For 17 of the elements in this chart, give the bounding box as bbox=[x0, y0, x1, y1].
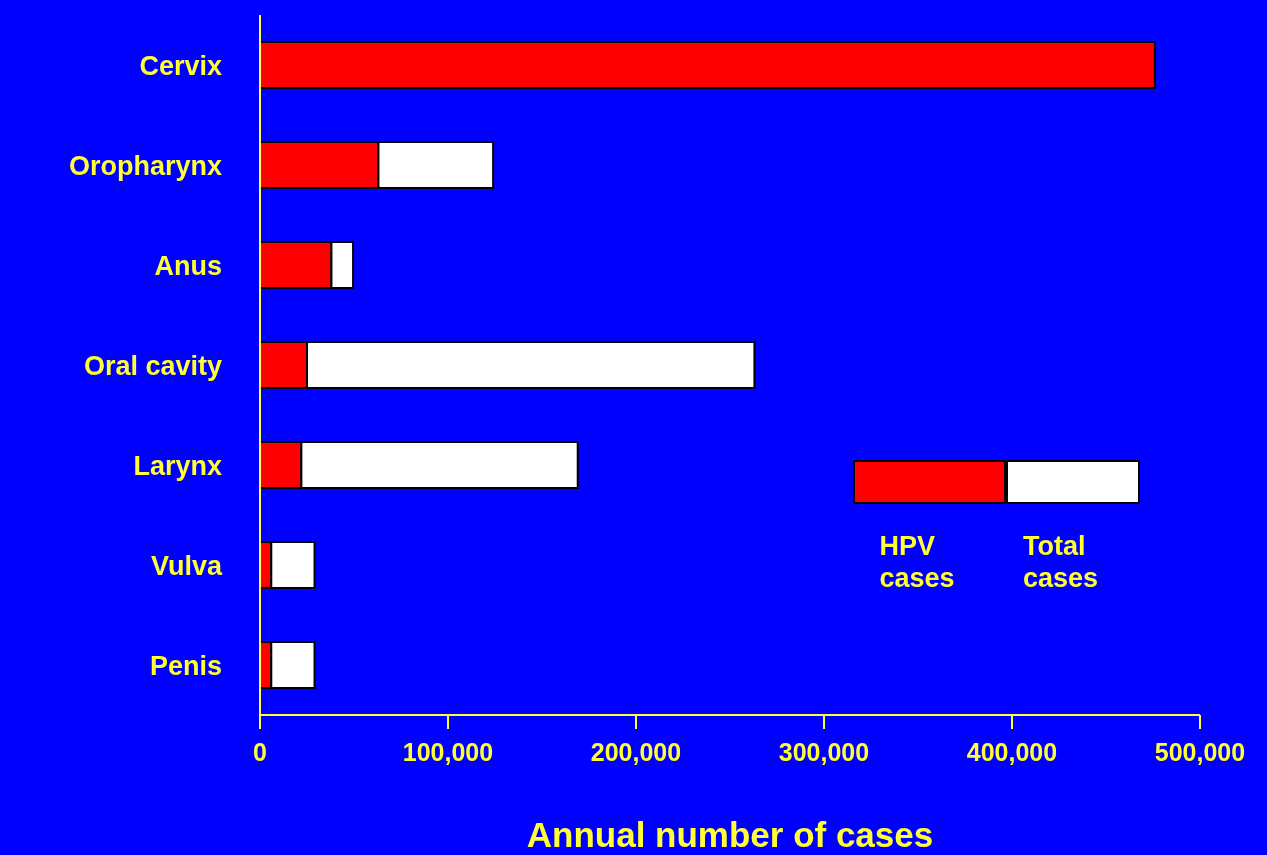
x-tick-label: 400,000 bbox=[966, 737, 1058, 766]
y-tick-label: Penis bbox=[149, 650, 222, 681]
bar bbox=[260, 41, 1156, 89]
x-axis-title: Annual number of cases bbox=[526, 815, 934, 854]
x-tick-label: 0 bbox=[253, 737, 267, 766]
y-tick-label: Oropharynx bbox=[68, 150, 222, 181]
x-tick-label: 100,000 bbox=[402, 737, 494, 766]
y-tick-label: Oral cavity bbox=[83, 350, 222, 381]
y-tick-label: Larynx bbox=[133, 450, 222, 481]
y-tick-label: Anus bbox=[154, 250, 222, 281]
x-tick-label: 500,000 bbox=[1154, 737, 1246, 766]
legend-label: Total cases bbox=[1023, 530, 1100, 594]
x-tick-label: 200,000 bbox=[590, 737, 682, 766]
y-tick-label: Vulva bbox=[150, 550, 223, 581]
y-tick-label: Cervix bbox=[139, 50, 222, 81]
x-tick-label: 300,000 bbox=[778, 737, 870, 766]
text: HPV cases bbox=[879, 530, 956, 594]
